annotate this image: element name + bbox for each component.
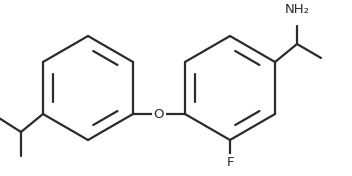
Text: NH₂: NH₂ bbox=[284, 3, 309, 16]
Text: O: O bbox=[154, 108, 164, 121]
Text: F: F bbox=[226, 156, 234, 168]
